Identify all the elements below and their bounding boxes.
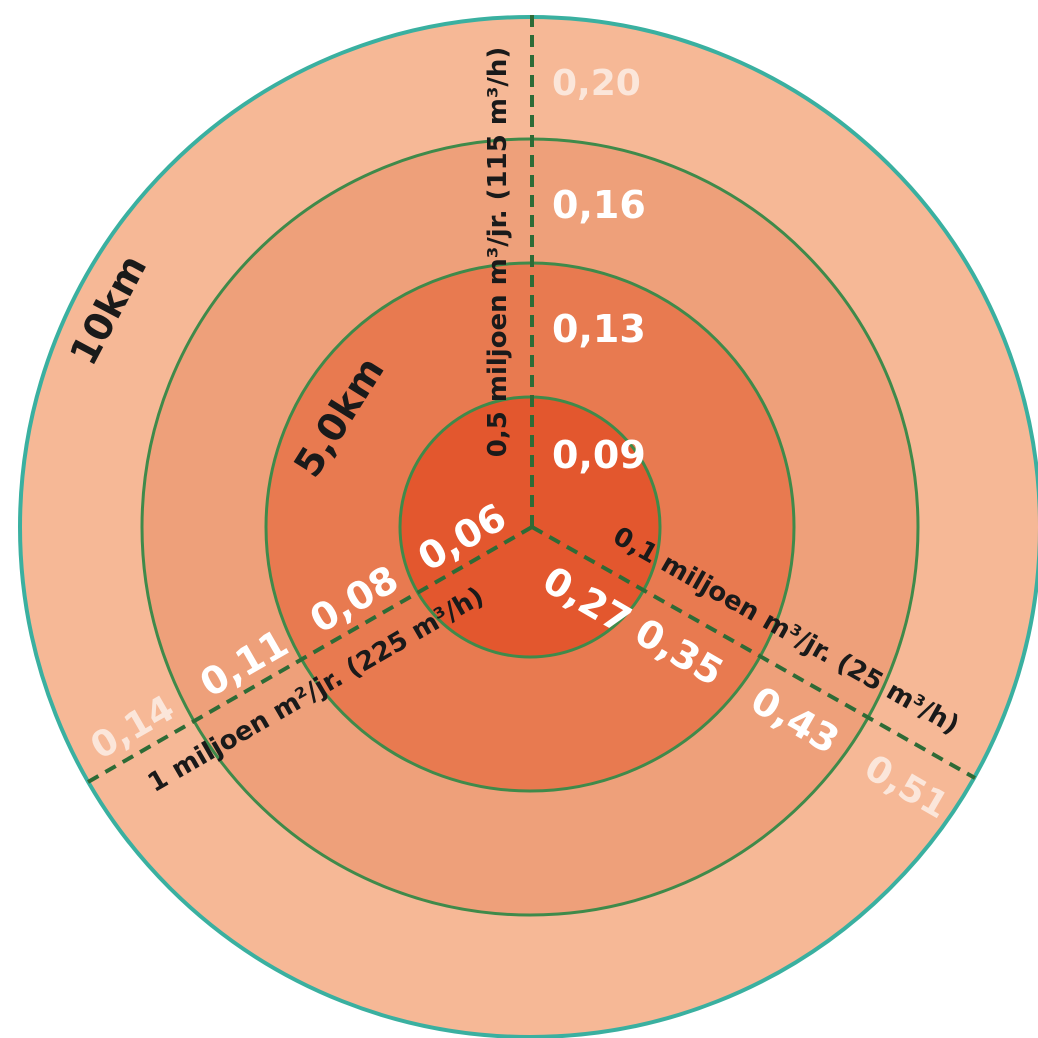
value-vertical-1: 0,09 (552, 433, 646, 477)
value-vertical-3: 0,16 (552, 183, 646, 227)
value-vertical-4: 0,20 (552, 63, 641, 104)
axis-right-line (531, 525, 976, 780)
value-vertical-2: 0,13 (552, 307, 646, 351)
axis-vertical-label: 0,5 miljoen m³/jr. (115 m³/h) (483, 47, 513, 458)
axis-left-line (87, 525, 533, 784)
